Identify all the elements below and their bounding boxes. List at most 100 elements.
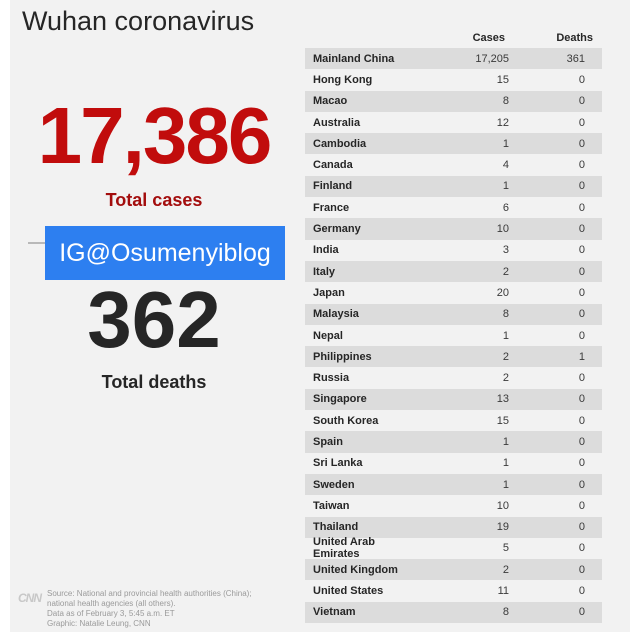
row-deaths: 0 xyxy=(578,563,585,576)
row-cases: 2 xyxy=(502,350,509,363)
cases-table: Cases Deaths Mainland China 17,205 361 Hong… xyxy=(305,27,602,624)
table-row: Italy 2 0 xyxy=(305,260,602,283)
table-row: Mainland China 17,205 361 xyxy=(305,48,602,70)
row-deaths: 0 xyxy=(578,244,585,257)
source-line: Data as of February 3, 5:45 a.m. ET xyxy=(47,609,175,618)
row-cases: 2 xyxy=(502,563,509,576)
total-deaths-label: Total deaths xyxy=(101,372,207,392)
table-row: Singapore 13 0 xyxy=(305,388,602,411)
table-row: Sweden 1 0 xyxy=(305,473,602,496)
row-deaths: 0 xyxy=(578,180,585,193)
table-row: Philippines 2 1 xyxy=(305,346,602,368)
table-row: Cambodia 1 0 xyxy=(305,133,602,155)
row-cases: 11 xyxy=(497,585,509,598)
row-cases: 8 xyxy=(502,606,509,619)
row-deaths: 0 xyxy=(578,201,585,214)
row-deaths: 0 xyxy=(578,372,585,385)
row-deaths: 0 xyxy=(578,223,585,236)
row-country: France xyxy=(313,201,350,214)
row-deaths: 0 xyxy=(578,414,585,427)
source-line: Graphic: Natalie Leung, CNN xyxy=(47,619,151,628)
row-cases: 1 xyxy=(502,329,509,342)
row-country: India xyxy=(313,244,339,257)
row-cases: 2 xyxy=(502,265,509,278)
row-cases: 1 xyxy=(502,180,509,193)
row-cases: 15 xyxy=(496,414,509,427)
table-row: Macao 8 0 xyxy=(305,90,602,112)
table-row: Australia 12 0 xyxy=(305,112,602,133)
row-cases: 17,205 xyxy=(475,52,509,65)
row-country: Finland xyxy=(313,180,353,193)
row-country: United Kingdom xyxy=(313,563,398,576)
row-deaths: 0 xyxy=(578,73,585,86)
table-row: Nepal 1 0 xyxy=(305,325,602,346)
row-country: Philippines xyxy=(313,350,372,363)
row-deaths: 0 xyxy=(578,393,585,406)
row-cases: 19 xyxy=(496,521,509,534)
header-deaths: Deaths xyxy=(556,31,593,44)
table-row: Hong Kong 15 0 xyxy=(305,69,602,90)
divider xyxy=(28,242,48,244)
row-country: Russia xyxy=(313,372,350,385)
source-line: national health agencies (all others). xyxy=(47,599,176,608)
table-row: Taiwan 10 0 xyxy=(305,495,602,516)
table-row: Sri Lanka 1 0 xyxy=(305,453,602,474)
table-row: Malaysia 8 0 xyxy=(305,303,602,325)
total-deaths-value: 362 xyxy=(87,275,221,364)
row-cases: 1 xyxy=(502,478,509,491)
row-deaths: 0 xyxy=(578,478,585,491)
row-cases: 10 xyxy=(496,499,509,512)
row-cases: 3 xyxy=(502,244,509,257)
table-row: United States 11 0 xyxy=(305,580,602,601)
table-row: India 3 0 xyxy=(305,240,602,261)
row-cases: 1 xyxy=(502,457,509,470)
table-body: Mainland China 17,205 361 Hong Kong 15 0 Macao… xyxy=(305,48,602,624)
table-row: United Arab Emirates 5 0 xyxy=(305,536,602,560)
row-cases: 1 xyxy=(502,435,509,448)
table-row: Vietnam 8 0 xyxy=(305,601,602,624)
row-country: Malaysia xyxy=(313,308,359,321)
row-country: United States xyxy=(313,585,384,598)
table-row: Finland 1 0 xyxy=(305,175,602,198)
row-country: Spain xyxy=(313,435,343,448)
row-country: Taiwan xyxy=(313,499,350,512)
row-country: Macao xyxy=(313,95,348,108)
row-cases: 8 xyxy=(502,95,509,108)
table-header: Cases Deaths xyxy=(305,27,602,48)
total-cases-label: Total cases xyxy=(105,190,203,210)
row-deaths: 0 xyxy=(578,329,585,342)
table-row: Japan 20 0 xyxy=(305,282,602,303)
row-country: Singapore xyxy=(313,393,367,406)
row-country: Thailand xyxy=(313,521,359,534)
row-deaths: 0 xyxy=(578,585,585,598)
header-cases: Cases xyxy=(472,31,505,44)
row-cases: 20 xyxy=(496,286,509,299)
row-country: Sweden xyxy=(313,478,355,491)
row-country: Cambodia xyxy=(313,137,367,150)
row-country: Hong Kong xyxy=(313,73,373,86)
row-country: Vietnam xyxy=(313,606,356,619)
row-deaths: 0 xyxy=(578,308,585,321)
watermark-banner: IG@Osumenyiblog xyxy=(45,226,285,280)
row-cases: 6 xyxy=(502,201,509,214)
row-deaths: 361 xyxy=(566,52,585,65)
row-deaths: 0 xyxy=(578,542,585,555)
row-deaths: 0 xyxy=(578,521,585,534)
row-cases: 13 xyxy=(496,393,509,406)
row-country: Nepal xyxy=(313,329,343,342)
row-cases: 12 xyxy=(496,116,509,129)
row-cases: 8 xyxy=(502,308,509,321)
table-row: Germany 10 0 xyxy=(305,218,602,240)
row-country: Germany xyxy=(313,223,361,236)
source-line: Source: National and provincial health a… xyxy=(47,589,252,598)
table-row: Spain 1 0 xyxy=(305,431,602,453)
row-deaths: 0 xyxy=(578,116,585,129)
row-country: Canada xyxy=(313,159,353,172)
row-cases: 2 xyxy=(502,372,509,385)
source-text: Source: National and provincial health a… xyxy=(47,589,252,629)
table-row: Canada 4 0 xyxy=(305,154,602,175)
page-title: Wuhan coronavirus xyxy=(22,6,255,36)
table-row: Russia 2 0 xyxy=(305,367,602,388)
row-country: Sri Lanka xyxy=(313,457,363,470)
row-deaths: 0 xyxy=(578,286,585,299)
